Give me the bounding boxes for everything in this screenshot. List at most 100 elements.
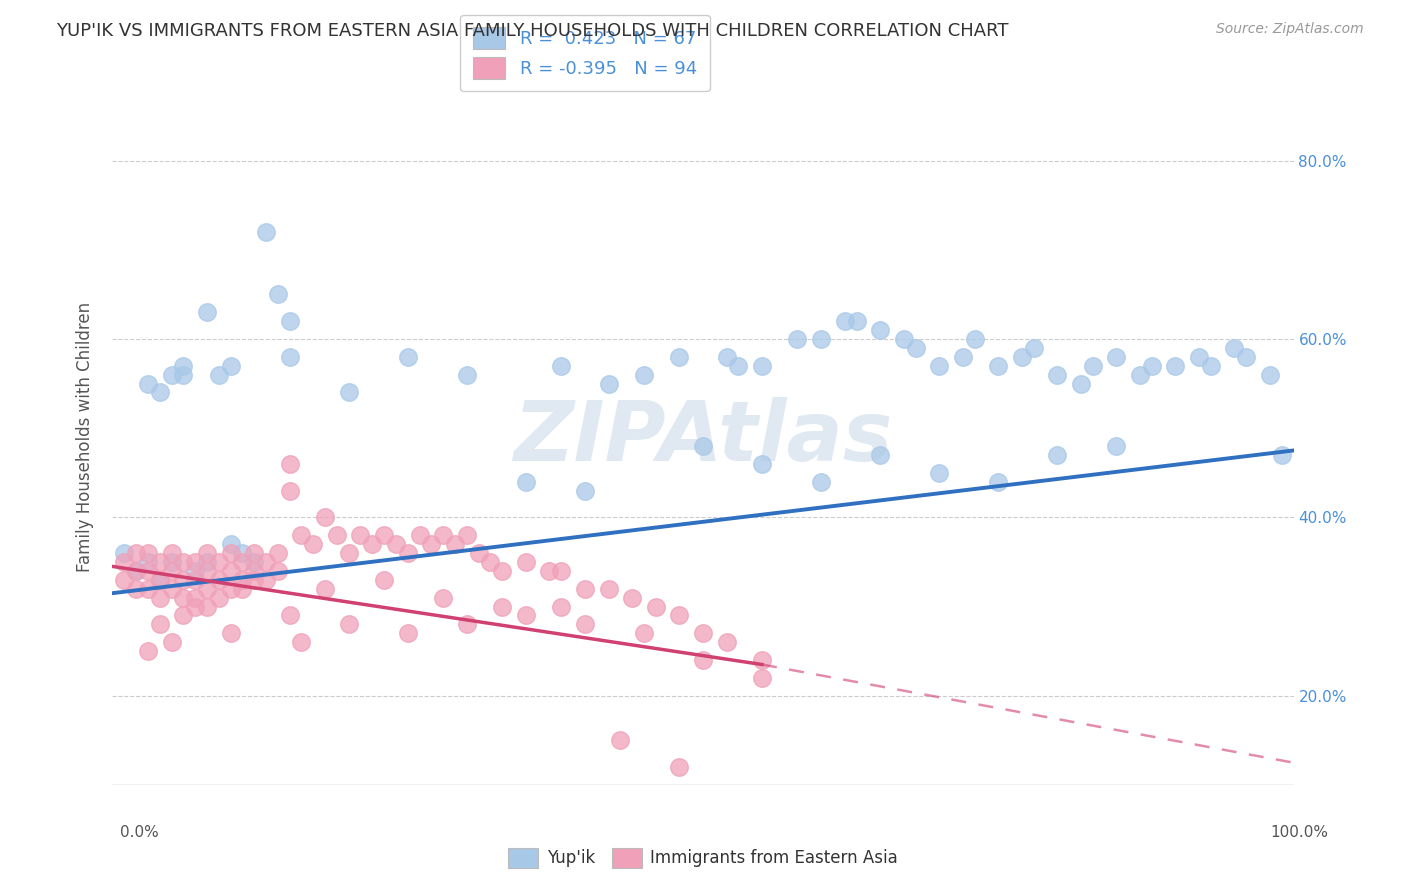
Point <box>692 626 714 640</box>
Point <box>160 546 183 560</box>
Point <box>987 475 1010 489</box>
Point <box>278 314 301 328</box>
Point <box>290 528 312 542</box>
Point <box>231 546 253 560</box>
Point <box>633 368 655 382</box>
Point <box>1070 376 1092 391</box>
Point <box>845 314 868 328</box>
Point <box>149 385 172 400</box>
Point <box>136 546 159 560</box>
Point <box>621 591 644 605</box>
Point <box>172 359 194 373</box>
Point <box>125 582 148 596</box>
Point <box>644 599 666 614</box>
Point <box>1081 359 1104 373</box>
Point <box>349 528 371 542</box>
Point <box>633 626 655 640</box>
Point <box>456 528 478 542</box>
Point <box>208 573 231 587</box>
Point <box>1046 448 1069 462</box>
Point <box>1105 439 1128 453</box>
Point <box>396 626 419 640</box>
Point <box>987 359 1010 373</box>
Point <box>751 359 773 373</box>
Point <box>373 528 395 542</box>
Point <box>136 564 159 578</box>
Point <box>1140 359 1163 373</box>
Point <box>136 376 159 391</box>
Point <box>149 617 172 632</box>
Point <box>692 653 714 667</box>
Point <box>751 671 773 685</box>
Point <box>432 591 454 605</box>
Point <box>160 582 183 596</box>
Point <box>112 546 135 560</box>
Point <box>668 350 690 364</box>
Point <box>149 555 172 569</box>
Point <box>456 368 478 382</box>
Point <box>243 546 266 560</box>
Point <box>1164 359 1187 373</box>
Point <box>160 564 183 578</box>
Legend: Yup'ik, Immigrants from Eastern Asia: Yup'ik, Immigrants from Eastern Asia <box>502 841 904 875</box>
Point <box>278 457 301 471</box>
Point <box>254 225 277 239</box>
Point <box>219 582 242 596</box>
Point <box>928 466 950 480</box>
Point <box>1234 350 1257 364</box>
Point <box>515 608 537 623</box>
Point <box>195 564 218 578</box>
Point <box>550 599 572 614</box>
Point <box>361 537 384 551</box>
Point <box>1046 368 1069 382</box>
Point <box>574 483 596 498</box>
Point <box>160 635 183 649</box>
Legend: R =  0.423   N = 67, R = -0.395   N = 94: R = 0.423 N = 67, R = -0.395 N = 94 <box>460 15 710 91</box>
Point <box>869 323 891 337</box>
Point <box>893 332 915 346</box>
Point <box>278 350 301 364</box>
Point <box>467 546 489 560</box>
Point <box>195 582 218 596</box>
Point <box>373 573 395 587</box>
Point <box>668 608 690 623</box>
Point <box>267 564 290 578</box>
Point <box>302 537 325 551</box>
Point <box>254 573 277 587</box>
Point <box>432 528 454 542</box>
Point <box>396 350 419 364</box>
Point <box>136 582 159 596</box>
Point <box>136 644 159 658</box>
Point <box>1022 341 1045 355</box>
Point <box>1129 368 1152 382</box>
Point <box>716 350 738 364</box>
Point <box>609 733 631 747</box>
Point <box>208 591 231 605</box>
Point <box>125 546 148 560</box>
Point <box>751 457 773 471</box>
Point <box>314 582 336 596</box>
Point <box>550 359 572 373</box>
Point <box>208 368 231 382</box>
Point <box>243 555 266 569</box>
Point <box>125 564 148 578</box>
Point <box>195 305 218 319</box>
Point <box>243 564 266 578</box>
Point <box>786 332 808 346</box>
Point <box>219 537 242 551</box>
Point <box>184 591 207 605</box>
Point <box>337 546 360 560</box>
Point <box>1223 341 1246 355</box>
Point <box>172 573 194 587</box>
Point <box>1011 350 1033 364</box>
Point <box>574 582 596 596</box>
Point <box>184 555 207 569</box>
Point <box>231 573 253 587</box>
Point <box>550 564 572 578</box>
Point <box>834 314 856 328</box>
Point <box>396 546 419 560</box>
Point <box>160 555 183 569</box>
Point <box>538 564 561 578</box>
Point <box>479 555 502 569</box>
Point <box>278 608 301 623</box>
